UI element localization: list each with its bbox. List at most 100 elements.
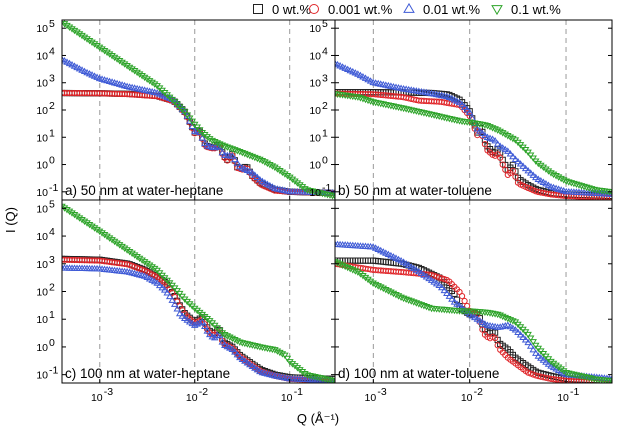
data-point <box>221 331 229 339</box>
data-point <box>455 98 464 106</box>
data-point <box>562 178 570 185</box>
legend-marker-icon <box>253 4 263 14</box>
data-point <box>103 233 111 241</box>
panel-label: c) 100 nm at water-heptane <box>65 366 230 381</box>
data-point <box>404 106 413 114</box>
y-tick-label: 10 <box>309 160 321 172</box>
data-point <box>443 289 451 297</box>
data-point <box>509 152 517 160</box>
data-point <box>321 191 329 198</box>
data-point <box>316 375 324 382</box>
data-point <box>526 342 535 349</box>
series <box>62 89 335 197</box>
data-point <box>608 190 612 197</box>
data-point <box>238 355 247 363</box>
y-tick-exponent: 4 <box>49 45 55 57</box>
data-point <box>218 330 227 337</box>
data-point <box>218 338 227 345</box>
data-point <box>580 183 588 191</box>
data-point <box>226 334 234 341</box>
data-point <box>186 117 194 124</box>
data-point <box>509 324 517 331</box>
data-point <box>303 187 312 194</box>
data-point <box>218 148 227 156</box>
data-point <box>283 172 292 180</box>
data-point <box>128 250 136 258</box>
data-point <box>303 372 312 379</box>
data-point <box>241 357 249 364</box>
data-point <box>425 274 433 282</box>
data-point <box>313 374 322 382</box>
x-tick-exponent: -1 <box>570 386 579 398</box>
data-point <box>243 151 252 159</box>
data-point <box>85 37 94 45</box>
data-point <box>420 110 428 117</box>
data-point <box>371 99 380 107</box>
data-point <box>228 146 237 153</box>
data-point <box>165 292 174 300</box>
data-point <box>498 313 507 321</box>
data-point <box>501 314 509 322</box>
data-point <box>450 117 459 124</box>
data-point <box>497 154 504 161</box>
data-point <box>514 328 522 335</box>
data-point <box>236 148 244 156</box>
x-tick-exponent: -1 <box>294 386 303 398</box>
data-point <box>547 170 555 177</box>
data-point <box>191 127 199 135</box>
data-point <box>306 372 314 380</box>
data-point <box>328 377 335 383</box>
panel-label: a) 50 nm at water-heptane <box>65 183 223 198</box>
data-point <box>399 105 408 113</box>
data-point <box>392 292 400 299</box>
data-point <box>308 188 317 195</box>
panel-label: b) 50 nm at water-toluene <box>338 183 492 198</box>
data-point <box>532 342 540 350</box>
data-point <box>407 107 415 114</box>
data-point <box>448 116 456 123</box>
data-point <box>432 113 441 120</box>
data-point <box>417 109 426 117</box>
data-point <box>514 157 522 165</box>
data-point <box>369 99 377 106</box>
data-point <box>412 266 421 273</box>
data-point <box>425 304 433 312</box>
data-point <box>253 173 262 181</box>
y-tick-exponent: 3 <box>49 254 55 266</box>
data-point <box>404 297 413 304</box>
data-point <box>268 163 277 170</box>
data-point <box>306 187 314 195</box>
data-point <box>557 175 565 183</box>
data-point <box>70 211 79 219</box>
y-tick-label: 10 <box>36 370 48 382</box>
data-point <box>115 242 124 249</box>
panel-frame <box>334 19 613 201</box>
data-point <box>95 228 104 236</box>
data-point <box>524 338 532 346</box>
plot-area <box>62 20 335 200</box>
data-point <box>496 312 504 319</box>
data-point <box>256 344 264 351</box>
data-point <box>261 159 269 166</box>
data-point <box>476 127 484 134</box>
data-point <box>213 140 222 147</box>
data-point <box>463 106 471 113</box>
y-tick-label: 10 <box>36 78 48 90</box>
data-point <box>248 342 257 349</box>
data-point <box>90 225 99 232</box>
data-point <box>103 49 111 57</box>
data-point <box>335 260 342 267</box>
data-point <box>140 74 149 82</box>
x-tick-label: 10 <box>557 392 569 404</box>
data-point <box>243 359 252 366</box>
data-point <box>356 95 365 102</box>
data-point <box>233 159 242 166</box>
data-point <box>283 355 292 363</box>
data-point <box>123 63 131 70</box>
data-point <box>547 358 555 366</box>
data-point <box>118 243 126 251</box>
data-point <box>288 176 297 184</box>
legend: 0 wt.% 0.001 wt.% 0.01 wt.% 0.1 wt.% <box>253 2 561 17</box>
data-point <box>241 150 249 158</box>
data-point <box>175 309 184 317</box>
